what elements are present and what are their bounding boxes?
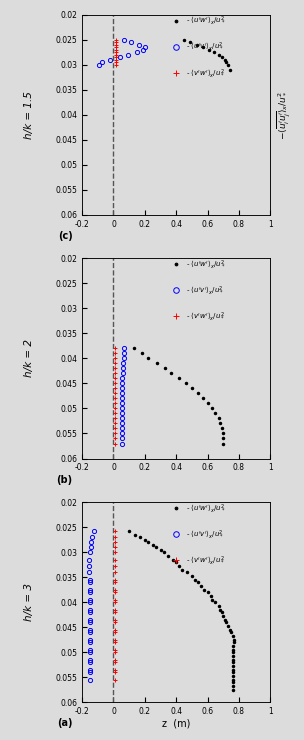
Text: (c): (c) — [58, 231, 73, 240]
Text: - $\langle v'w'\rangle_x/u_*^2$: - $\langle v'w'\rangle_x/u_*^2$ — [186, 311, 225, 322]
Text: h/k = 3: h/k = 3 — [24, 583, 34, 621]
Text: (b): (b) — [57, 474, 73, 485]
Text: - $\langle v'w'\rangle_x/u_*^2$: - $\langle v'w'\rangle_x/u_*^2$ — [186, 554, 225, 566]
Text: - $\langle u'w'\rangle_x/u_*^2$: - $\langle u'w'\rangle_x/u_*^2$ — [186, 258, 225, 270]
Text: - $\langle u'w'\rangle_x/u_*^2$: - $\langle u'w'\rangle_x/u_*^2$ — [186, 502, 225, 514]
Y-axis label: $-\langle\overline{u_i'u_j'}\rangle_x/u_*^2$: $-\langle\overline{u_i'u_j'}\rangle_x/u_… — [276, 90, 293, 140]
Text: h/k = 2: h/k = 2 — [24, 340, 34, 377]
X-axis label: z  (m): z (m) — [162, 719, 190, 729]
Text: - $\langle u'v'\rangle_x/u_*^2$: - $\langle u'v'\rangle_x/u_*^2$ — [186, 528, 223, 540]
Text: (a): (a) — [57, 719, 73, 728]
Text: h/k = 1.5: h/k = 1.5 — [24, 91, 34, 138]
Text: - $\langle v'w'\rangle_x/u_*^2$: - $\langle v'w'\rangle_x/u_*^2$ — [186, 67, 225, 78]
Text: - $\langle u'v'\rangle_x/u_*^2$: - $\langle u'v'\rangle_x/u_*^2$ — [186, 41, 223, 53]
Text: - $\langle u'w'\rangle_x/u_*^2$: - $\langle u'w'\rangle_x/u_*^2$ — [186, 15, 225, 27]
Text: - $\langle u'v'\rangle_x/u_*^2$: - $\langle u'v'\rangle_x/u_*^2$ — [186, 284, 223, 296]
